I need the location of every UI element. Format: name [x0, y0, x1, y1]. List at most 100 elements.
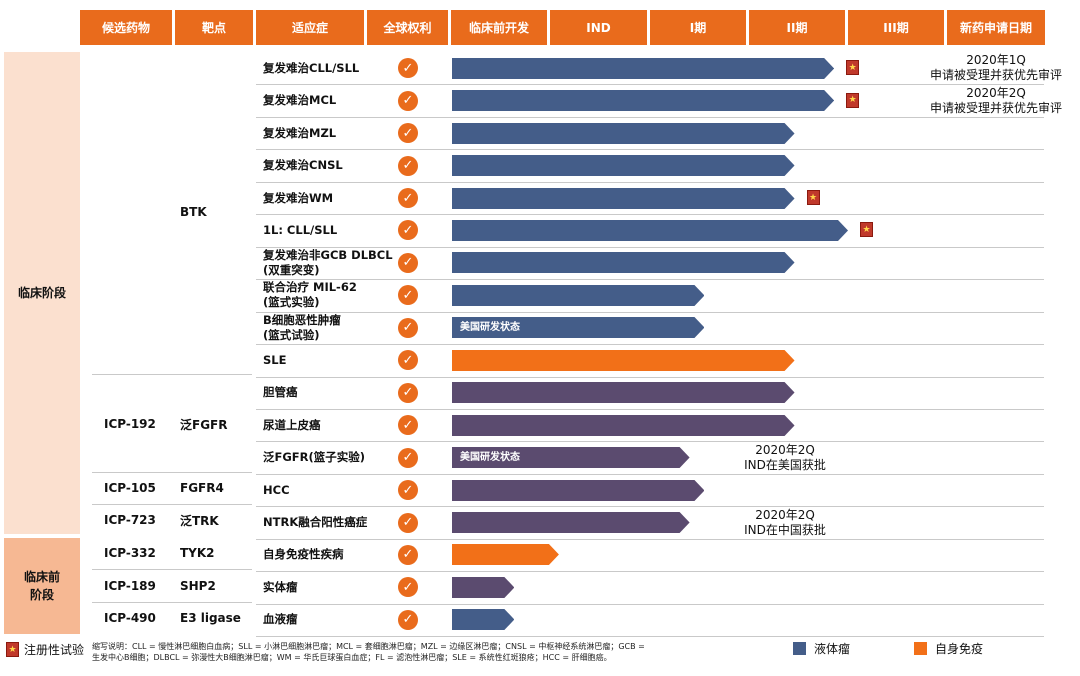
- row-separator: [256, 279, 1044, 281]
- global-rights-check-icon: ✓: [398, 188, 418, 209]
- global-rights-check-icon: ✓: [398, 415, 418, 436]
- registration-trial-icon: ★: [806, 190, 820, 206]
- phase-bar-shape: [452, 317, 705, 339]
- target-name: 泛FGFR: [180, 417, 228, 432]
- indication-label: HCC: [263, 482, 290, 497]
- indication-label: 尿道上皮癌: [263, 417, 321, 432]
- drug-name: ICP-189: [104, 579, 156, 593]
- phase-bar: [452, 479, 705, 501]
- target-name: 泛TRK: [180, 513, 219, 528]
- phase-bar: [452, 382, 795, 404]
- phase-bar: [452, 122, 795, 144]
- phase-bar-shape: [452, 57, 835, 79]
- phase-bar: [452, 90, 835, 112]
- phase-bar-shape: [452, 284, 705, 306]
- row-separator: [256, 571, 1044, 573]
- indication-label: 复发难治MZL: [263, 125, 337, 140]
- global-rights-check-icon: ✓: [398, 512, 418, 533]
- group-separator: [92, 602, 252, 603]
- stage-clinical: 临床阶段: [4, 52, 80, 534]
- indication-label: 复发难治非GCB DLBCL (双重突变): [263, 247, 393, 277]
- global-rights-check-icon: ✓: [398, 285, 418, 306]
- registration-trial-icon: ★: [846, 60, 860, 76]
- row-separator: [256, 441, 1044, 443]
- group-separator: [92, 472, 252, 473]
- phase-bar-shape: [452, 609, 515, 631]
- indication-label: 1L: CLL/SLL: [263, 222, 338, 237]
- row-separator: [256, 311, 1044, 313]
- phase-bar-shape: [452, 187, 795, 209]
- header-phase2: II期: [749, 10, 845, 45]
- phase-bar-shape: [452, 512, 690, 534]
- phase-bar: [452, 544, 559, 566]
- global-rights-check-icon: ✓: [398, 577, 418, 598]
- global-rights-check-icon: ✓: [398, 447, 418, 468]
- milestone-note: 2020年2Q IND在美国获批: [744, 442, 826, 472]
- header-nda: 新药申请日期: [947, 10, 1045, 45]
- legend-registration: 注册性试验: [24, 642, 85, 657]
- phase-bar: [452, 219, 848, 241]
- phase-bar: [452, 447, 690, 469]
- header-indication: 适应症: [256, 10, 364, 45]
- bar-label: 美国研发状态: [460, 322, 520, 334]
- row-separator: [256, 246, 1044, 248]
- phase-bar-shape: [452, 252, 795, 274]
- row-separator: [256, 506, 1044, 508]
- legend-autoimmune-swatch: [914, 642, 927, 655]
- registration-trial-icon: ★: [846, 92, 860, 108]
- phase-bar-shape: [452, 414, 795, 436]
- row-separator: [256, 376, 1044, 378]
- phase-bar-shape: [452, 219, 848, 241]
- global-rights-check-icon: ✓: [398, 155, 418, 176]
- row-separator: [256, 149, 1044, 151]
- phase-bar: [452, 284, 705, 306]
- indication-label: 复发难治WM: [263, 190, 334, 205]
- global-rights-check-icon: ✓: [398, 317, 418, 338]
- row-separator: [256, 603, 1044, 605]
- header-target: 靶点: [175, 10, 253, 45]
- phase-bar: [452, 512, 690, 534]
- legend-autoimmune: 自身免疫: [935, 641, 984, 656]
- indication-label: 自身免疫性疾病: [263, 547, 344, 562]
- row-separator: [256, 116, 1044, 118]
- phase-bar: [452, 414, 795, 436]
- header-phase3: III期: [848, 10, 944, 45]
- legend-liquid-swatch: [793, 642, 806, 655]
- footnote-line-2: 生发中心B细胞；DLBCL = 弥漫性大B细胞淋巴瘤；WM = 华氏巨球蛋白血症…: [92, 653, 612, 662]
- global-rights-check-icon: ✓: [398, 350, 418, 371]
- indication-label: 实体瘤: [263, 579, 298, 594]
- indication-label: 联合治疗 MIL-62 (篮式实验): [263, 280, 357, 310]
- milestone-note: 2020年2Q IND在中国获批: [744, 507, 826, 537]
- phase-bar-shape: [452, 349, 795, 371]
- global-rights-check-icon: ✓: [398, 480, 418, 501]
- row-separator: [256, 84, 1044, 86]
- row-separator: [256, 214, 1044, 216]
- global-rights-check-icon: ✓: [398, 220, 418, 241]
- target-name: E3 ligase: [180, 611, 241, 625]
- phase-bar-shape: [452, 479, 705, 501]
- phase-bar-shape: [452, 447, 690, 469]
- row-separator: [256, 636, 1044, 638]
- target-name: FGFR4: [180, 481, 224, 495]
- phase-bar-shape: [452, 544, 559, 566]
- global-rights-check-icon: ✓: [398, 123, 418, 144]
- phase-bar-shape: [452, 576, 515, 598]
- drug-name: ICP-723: [104, 513, 156, 527]
- indication-label: 胆管癌: [263, 385, 298, 400]
- phase-bar-shape: [452, 90, 835, 112]
- phase-bar: [452, 57, 835, 79]
- stage-preclinical: 临床前 阶段: [4, 538, 80, 634]
- phase-bar: [452, 576, 515, 598]
- global-rights-check-icon: ✓: [398, 252, 418, 273]
- header-preclinical: 临床前开发: [451, 10, 547, 45]
- phase-bar: [452, 317, 705, 339]
- indication-label: 泛FGFR(篮子实验): [263, 450, 366, 465]
- row-separator: [256, 538, 1044, 540]
- global-rights-check-icon: ✓: [398, 90, 418, 111]
- phase-bar: [452, 252, 795, 274]
- indication-label: 复发难治CLL/SLL: [263, 60, 360, 75]
- indication-label: B细胞恶性肿瘤 (篮式试验): [263, 312, 341, 342]
- global-rights-check-icon: ✓: [398, 58, 418, 79]
- footnote-line-1: 缩写说明：CLL = 慢性淋巴细胞白血病；SLL = 小淋巴细胞淋巴瘤；MCL …: [92, 642, 645, 651]
- registration-legend-icon: ★: [6, 642, 19, 657]
